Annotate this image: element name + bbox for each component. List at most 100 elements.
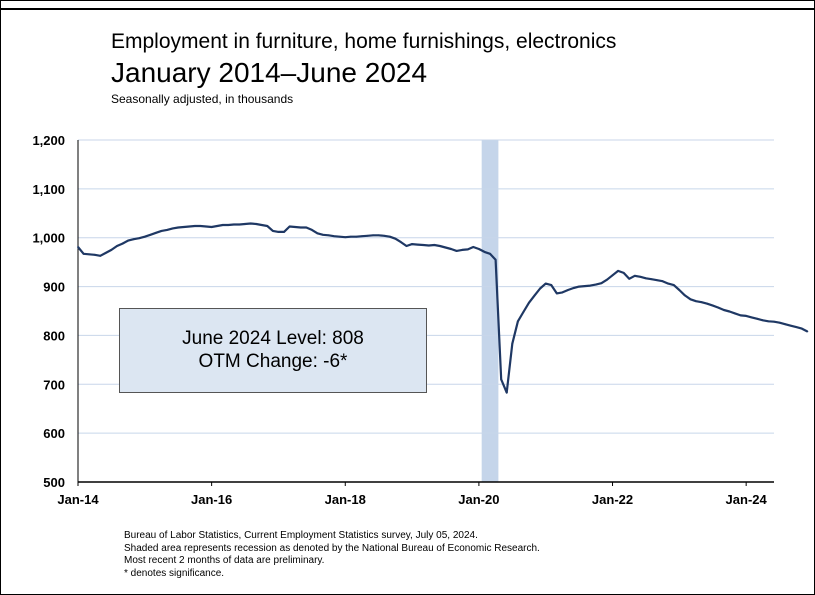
data-point [255,223,258,225]
data-point [333,235,336,238]
data-point [450,248,452,250]
x-tick-label: Jan-22 [592,492,633,507]
data-point [739,314,742,317]
data-point [645,277,647,280]
data-point [110,249,113,251]
data-point [511,342,514,345]
data-point [88,253,91,256]
data-point [99,254,102,257]
data-point [472,246,475,248]
data-point [221,224,224,226]
x-tick-label: Jan-24 [726,492,768,507]
y-tick-label: 1,000 [32,231,65,246]
data-point [483,250,486,253]
data-point [127,239,130,242]
data-point [455,250,458,252]
data-point [717,306,720,309]
data-point [138,237,141,240]
data-point [494,258,497,261]
data-point [132,238,135,241]
data-point [171,227,174,230]
y-tick-label: 900 [43,280,65,295]
data-point [589,284,592,287]
data-point [166,228,168,231]
recession-band [481,140,499,482]
data-point [361,235,363,238]
note-source: Bureau of Labor Statistics, Current Empl… [124,530,478,541]
data-point [349,235,352,238]
data-point [210,226,213,228]
chart-title: Employment in furniture, home furnishing… [111,30,617,53]
data-point [383,234,386,237]
data-point [550,284,553,287]
data-point [344,236,347,239]
data-point [116,245,118,247]
data-point [528,301,530,304]
data-point [77,246,79,248]
data-point [388,235,391,238]
data-point [283,230,285,233]
data-point [555,292,558,295]
data-point [572,287,575,289]
data-point [789,324,792,327]
data-point [143,235,146,238]
x-tick-label: Jan-20 [458,492,499,507]
chart-date-range: January 2014–June 2024 [111,57,428,88]
data-point [155,231,157,234]
data-point [722,309,725,311]
data-point [489,252,491,255]
data-point [477,248,480,250]
x-tick-label: Jan-18 [325,492,366,507]
data-point [500,378,503,381]
data-point [778,321,781,324]
y-tick-label: 800 [43,328,65,343]
source-notes: Bureau of Labor Statistics, Current Empl… [124,530,540,580]
y-tick-label: 700 [43,377,65,392]
data-point [249,222,252,225]
data-point [372,234,375,237]
employment-series-line [77,222,808,394]
data-point [466,248,469,251]
data-point [377,234,380,237]
data-point [338,235,341,238]
note-preliminary: Most recent 2 months of data are prelimi… [124,555,325,566]
data-point [567,289,569,291]
data-point [661,280,664,283]
data-point [427,244,430,247]
data-point [305,226,308,229]
data-point [188,225,191,228]
data-point [216,225,219,227]
data-point [750,316,753,319]
data-point [260,224,263,226]
data-point [294,226,297,228]
data-point [177,226,180,229]
data-point [667,282,670,285]
data-point [806,330,809,333]
data-point [628,277,631,280]
data-point [366,234,369,237]
data-point [544,282,547,285]
y-tick-label: 600 [43,426,65,441]
x-tick-label: Jan-16 [191,492,232,507]
data-point [355,235,358,238]
data-point [756,317,759,320]
inner-frame [0,8,814,595]
data-point [706,302,709,305]
data-point [416,243,419,246]
data-point [121,242,124,245]
data-point [795,326,798,329]
data-point [578,285,581,288]
data-point [316,232,319,235]
data-point [745,314,748,317]
data-point [611,274,614,277]
data-point [734,312,736,315]
data-point [505,391,508,394]
data-point [695,300,697,303]
data-point [516,320,519,323]
data-point [761,319,764,322]
data-point [411,243,413,245]
data-point [194,225,196,227]
data-point [205,225,207,228]
annotation-box: June 2024 Level: 808 OTM Change: -6* [119,308,427,393]
